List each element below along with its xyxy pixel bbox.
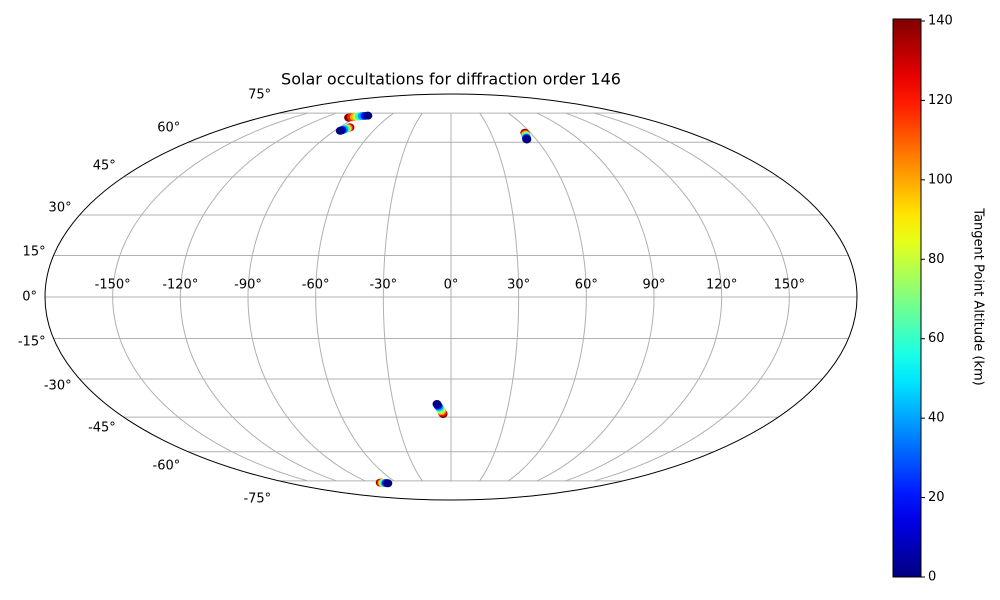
- colorbar-label: Tangent Point Altitude (km): [971, 207, 986, 385]
- y-tick-label: -45°: [88, 420, 116, 435]
- x-tick-label: 60°: [575, 278, 598, 293]
- grid-line: [565, 112, 723, 482]
- y-tick-label: -75°: [243, 491, 271, 506]
- colorbar-tick-label: 40: [928, 411, 945, 426]
- colorbar-tick-label: 60: [928, 331, 945, 346]
- data-point: [522, 135, 532, 144]
- data-point: [432, 400, 442, 409]
- x-tick-label: -60°: [302, 278, 330, 293]
- map-outline: [44, 93, 858, 501]
- colorbar-tick-label: 20: [928, 490, 945, 505]
- y-tick-label: -30°: [44, 379, 72, 394]
- grid-line: [594, 112, 790, 482]
- colorbar-tick-label: 100: [928, 172, 953, 187]
- y-tick-label: -60°: [153, 459, 181, 474]
- grid-line: [247, 112, 366, 482]
- grid-line: [179, 112, 337, 482]
- data-point: [335, 126, 345, 135]
- colorbar-tick-label: 80: [928, 252, 945, 267]
- grid-line: [382, 112, 423, 482]
- grid-line: [536, 112, 655, 482]
- y-tick-label: 60°: [157, 120, 180, 135]
- x-tick-label: 30°: [507, 278, 530, 293]
- y-tick-label: 75°: [248, 88, 271, 103]
- grid-line: [315, 112, 395, 482]
- y-tick-label: 0°: [22, 290, 37, 305]
- colorbar-tick-label: 140: [928, 13, 953, 28]
- x-tick-label: -30°: [369, 278, 397, 293]
- y-tick-label: 30°: [49, 200, 72, 215]
- x-tick-label: -150°: [95, 278, 131, 293]
- x-tick-label: 0°: [444, 278, 459, 293]
- x-tick-label: 150°: [774, 278, 805, 293]
- x-tick-label: -120°: [162, 278, 198, 293]
- x-tick-label: -90°: [234, 278, 262, 293]
- data-point: [363, 111, 373, 120]
- y-tick-label: 45°: [93, 159, 116, 174]
- data-point: [383, 479, 393, 488]
- colorbar-tick-label: 120: [928, 93, 953, 108]
- grid-line: [479, 112, 520, 482]
- y-tick-label: 15°: [23, 244, 46, 259]
- y-tick-label: -15°: [18, 335, 46, 350]
- x-tick-label: 120°: [706, 278, 737, 293]
- x-tick-label: 90°: [642, 278, 665, 293]
- colorbar-tick-label: 0: [928, 570, 936, 585]
- grid-line: [112, 112, 308, 482]
- grid-line: [507, 112, 587, 482]
- chart-title: Solar occultations for diffraction order…: [281, 70, 621, 89]
- colorbar: [892, 18, 922, 578]
